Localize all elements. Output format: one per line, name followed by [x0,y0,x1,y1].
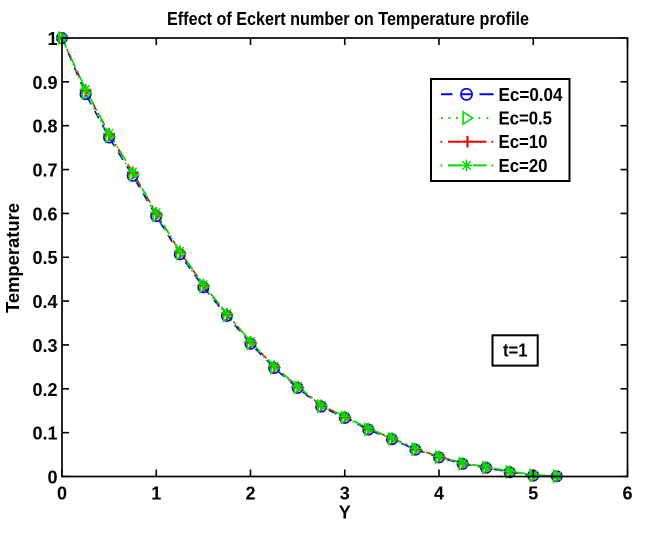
svg-text:0.2: 0.2 [32,380,57,400]
svg-text:0.5: 0.5 [32,248,57,268]
svg-text:0.7: 0.7 [32,161,57,181]
svg-text:6: 6 [622,483,632,503]
svg-text:4: 4 [434,483,444,503]
svg-text:0.3: 0.3 [32,336,57,356]
svg-text:Temperature: Temperature [2,203,23,313]
svg-text:Ec=0.5: Ec=0.5 [499,109,553,129]
svg-text:0.6: 0.6 [32,204,57,224]
svg-text:0: 0 [47,468,57,488]
svg-text:5: 5 [528,483,538,503]
svg-text:t=1: t=1 [503,341,528,361]
svg-text:0.8: 0.8 [32,117,57,137]
svg-text:Ec=20: Ec=20 [499,156,548,176]
svg-text:1: 1 [151,483,161,503]
svg-text:Ec=10: Ec=10 [499,132,548,152]
svg-text:0.1: 0.1 [32,424,57,444]
svg-text:3: 3 [340,483,350,503]
svg-text:Y: Y [339,503,351,523]
svg-text:Effect of Eckert number on Tem: Effect of Eckert number on Temperature p… [167,8,529,29]
svg-text:1: 1 [47,29,57,49]
svg-text:Ec=0.04: Ec=0.04 [499,85,563,105]
svg-text:0: 0 [57,483,67,503]
svg-text:0.9: 0.9 [32,73,57,93]
svg-text:2: 2 [245,483,255,503]
svg-text:0.4: 0.4 [32,292,57,312]
